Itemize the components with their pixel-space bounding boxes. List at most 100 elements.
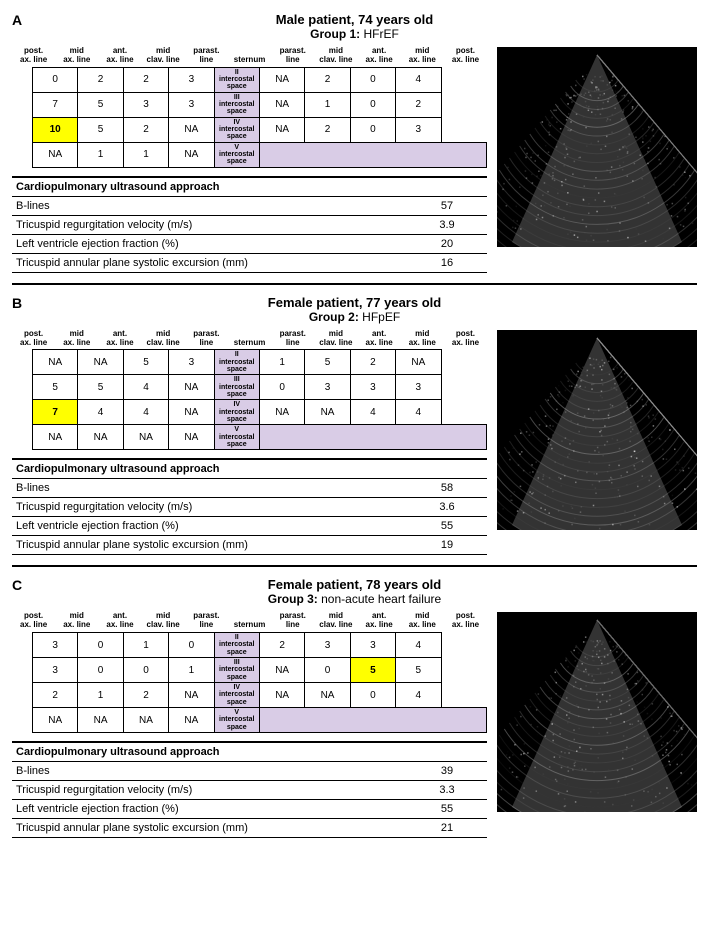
grid-cell: 7 — [33, 400, 78, 425]
metric-label: Tricuspid annular plane systolic excursi… — [12, 536, 407, 555]
grid-cell: 0 — [123, 658, 168, 683]
metric-value: 58 — [407, 479, 487, 498]
grid-cell: NA — [169, 142, 214, 167]
grid-cell: NA — [259, 658, 304, 683]
metric-value: 55 — [407, 517, 487, 536]
grid-cell: 5 — [305, 350, 350, 375]
grid-cell: NA — [169, 708, 214, 733]
ultrasound-image — [497, 330, 697, 530]
grid-cell: 0 — [350, 92, 395, 117]
grid-cell: 5 — [350, 658, 395, 683]
metric-label: Left ventricle ejection fraction (%) — [12, 800, 407, 819]
grid-cell — [441, 400, 486, 425]
grid-cell: 2 — [78, 67, 123, 92]
grid-cell: NA — [259, 400, 304, 425]
grid-cell: NA — [78, 425, 123, 450]
metric-label: Left ventricle ejection fraction (%) — [12, 517, 407, 536]
grid-cell: 2 — [123, 67, 168, 92]
grid-cell: 5 — [78, 375, 123, 400]
grid-cell: 4 — [350, 400, 395, 425]
grid-cell: NA — [33, 708, 78, 733]
metric-value: 3.3 — [407, 781, 487, 800]
grid-cell: NA — [33, 142, 78, 167]
intercostal-space-label: Vintercostalspace — [214, 708, 259, 733]
grid-cell: NA — [123, 708, 168, 733]
grid-cell: 10 — [33, 117, 78, 142]
grid-cell: 1 — [78, 142, 123, 167]
grid-cell: 0 — [259, 375, 304, 400]
metrics-table: Cardiopulmonary ultrasound approachB-lin… — [12, 176, 487, 273]
intercostal-space-label: IVintercostalspace — [214, 683, 259, 708]
grid-cell: 1 — [78, 683, 123, 708]
grid-cell: 2 — [123, 683, 168, 708]
intercostal-space-label: IIIintercostalspace — [214, 92, 259, 117]
intercostal-space-label: IIintercostalspace — [214, 633, 259, 658]
grid-cell — [441, 658, 486, 683]
grid-cell: 0 — [33, 67, 78, 92]
grid-cell: 5 — [33, 375, 78, 400]
panel-a: AMale patient, 74 years oldGroup 1: HFrE… — [12, 12, 697, 273]
patient-title: Female patient, 77 years old — [12, 295, 697, 310]
grid-cell: NA — [123, 425, 168, 450]
grid-cell — [441, 375, 486, 400]
panel-separator — [12, 565, 697, 567]
grid-cell: NA — [169, 425, 214, 450]
grid-cell: 4 — [396, 67, 441, 92]
grid-cell: 7 — [33, 92, 78, 117]
grid-cell: 0 — [78, 633, 123, 658]
intercostal-space-label: Vintercostalspace — [214, 142, 259, 167]
metric-label: Tricuspid annular plane systolic excursi… — [12, 819, 407, 838]
group-line: Group 2: HFpEF — [12, 310, 697, 324]
grid-cell — [441, 92, 486, 117]
metrics-table: Cardiopulmonary ultrasound approachB-lin… — [12, 458, 487, 555]
metrics-header: Cardiopulmonary ultrasound approach — [12, 459, 407, 479]
grid-blank-region — [259, 425, 486, 450]
grid-cell: 0 — [169, 633, 214, 658]
grid-cell: NA — [78, 350, 123, 375]
grid-cell: 3 — [305, 375, 350, 400]
grid-cell: NA — [259, 117, 304, 142]
grid-cell — [441, 350, 486, 375]
grid-cell: 2 — [259, 633, 304, 658]
intercostal-space-label: IIintercostalspace — [214, 350, 259, 375]
panel-letter: C — [12, 577, 22, 593]
metric-label: B-lines — [12, 762, 407, 781]
grid-cell: NA — [259, 67, 304, 92]
grid-cell — [441, 117, 486, 142]
ultrasound-image — [497, 47, 697, 247]
grid-cell: 1 — [259, 350, 304, 375]
grid-cell: NA — [169, 400, 214, 425]
metrics-table: Cardiopulmonary ultrasound approachB-lin… — [12, 741, 487, 838]
grid-cell: 3 — [169, 92, 214, 117]
grid-cell — [441, 683, 486, 708]
b-lines-grid: 0223IIintercostalspaceNA2047533IIIinterc… — [32, 67, 487, 168]
grid-cell: 0 — [305, 658, 350, 683]
grid-blank-region — [259, 708, 486, 733]
panel-letter: B — [12, 295, 22, 311]
grid-cell: 2 — [305, 67, 350, 92]
grid-blank-region — [259, 142, 486, 167]
metric-value: 20 — [407, 234, 487, 253]
grid-cell: NA — [259, 92, 304, 117]
grid-cell: 0 — [78, 658, 123, 683]
grid-cell: 1 — [305, 92, 350, 117]
patient-title: Female patient, 78 years old — [12, 577, 697, 592]
group-line: Group 1: HFrEF — [12, 27, 697, 41]
grid-cell: NA — [396, 350, 441, 375]
grid-cell: 0 — [350, 117, 395, 142]
metric-value: 39 — [407, 762, 487, 781]
panel-c: CFemale patient, 78 years oldGroup 3: no… — [12, 577, 697, 838]
intercostal-space-label: IVintercostalspace — [214, 117, 259, 142]
grid-cell: 1 — [123, 633, 168, 658]
metric-value: 3.9 — [407, 215, 487, 234]
grid-cell: 4 — [123, 375, 168, 400]
grid-cell — [441, 633, 486, 658]
grid-cell: 0 — [350, 683, 395, 708]
metrics-header: Cardiopulmonary ultrasound approach — [12, 177, 407, 197]
grid-cell: 1 — [123, 142, 168, 167]
grid-cell: 2 — [123, 117, 168, 142]
metric-label: B-lines — [12, 196, 407, 215]
grid-cell: NA — [169, 375, 214, 400]
group-line: Group 3: non-acute heart failure — [12, 592, 697, 606]
intercostal-space-label: IVintercostalspace — [214, 400, 259, 425]
